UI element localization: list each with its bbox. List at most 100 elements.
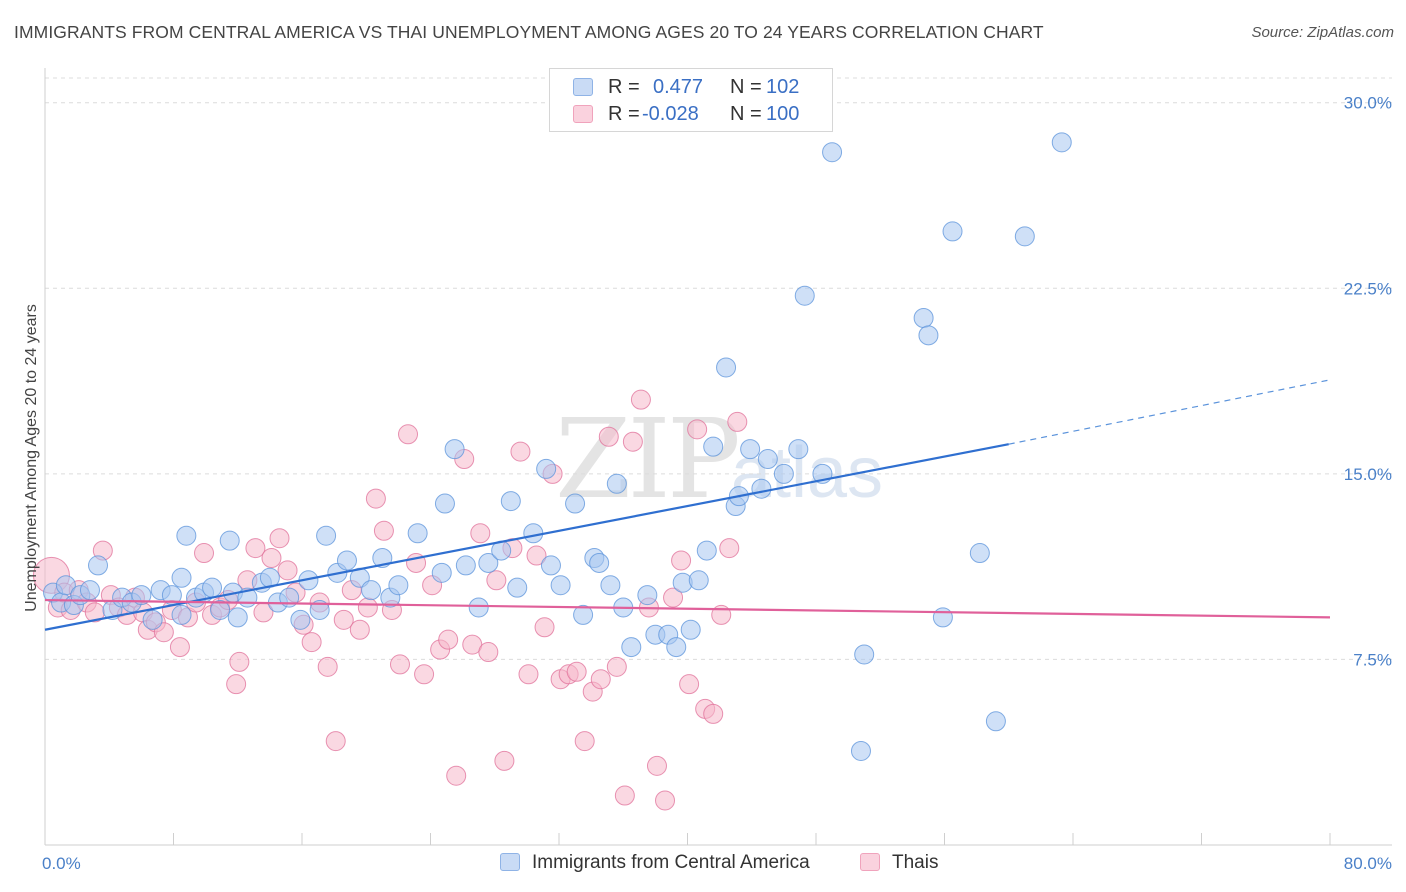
- central-america-points: [43, 132, 1072, 761]
- y-tick-label: 15.0%: [1344, 465, 1392, 484]
- thais-point: [703, 703, 724, 724]
- central-america-point: [407, 523, 428, 544]
- central-america-point: [621, 637, 642, 658]
- trend-line-central-america-extension: [1008, 379, 1331, 445]
- thais-point: [245, 538, 266, 559]
- trend-line-central-america: [44, 443, 1009, 631]
- legend-swatch-thais: [573, 105, 593, 123]
- central-america-point: [171, 604, 192, 625]
- thais-point: [614, 785, 635, 806]
- bottom-legend-swatch-thais: [860, 853, 880, 871]
- central-america-point: [455, 555, 476, 576]
- central-america-point: [316, 525, 337, 546]
- central-america-point: [468, 597, 489, 618]
- central-america-point: [773, 463, 794, 484]
- legend-r-value-thais: -0.028: [642, 103, 699, 125]
- thais-point: [687, 419, 708, 440]
- central-america-point: [550, 575, 571, 596]
- y-tick-labels: 7.5% 15.0% 22.5% 30.0%: [1344, 94, 1392, 670]
- central-america-point: [309, 599, 330, 620]
- thais-point: [349, 619, 370, 640]
- thais-point: [153, 622, 174, 643]
- central-america-point: [434, 493, 455, 514]
- central-america-point: [1051, 132, 1072, 153]
- central-america-point: [361, 580, 382, 601]
- thais-point: [333, 609, 354, 630]
- thais-point: [679, 674, 700, 695]
- y-tick-label: 7.5%: [1353, 650, 1392, 669]
- thais-point: [663, 587, 684, 608]
- thais-point: [646, 755, 667, 776]
- axes: [44, 68, 1392, 846]
- legend-n-value-thais: 100: [766, 103, 800, 125]
- central-america-point: [88, 555, 109, 576]
- central-america-point: [751, 478, 772, 499]
- bottom-legend-label-central-america: Immigrants from Central America: [532, 852, 810, 873]
- y-tick-label: 30.0%: [1344, 94, 1392, 113]
- legend-r-label: R =: [608, 103, 640, 125]
- thais-point: [566, 661, 587, 682]
- thais-point: [486, 570, 507, 591]
- thais-point: [622, 431, 643, 452]
- thais-point: [494, 750, 515, 771]
- central-america-point: [176, 525, 197, 546]
- legend-r-label: R =: [608, 76, 640, 98]
- thais-point: [446, 765, 467, 786]
- legend-n-label: N =: [730, 76, 762, 98]
- thais-point: [606, 656, 627, 677]
- central-america-point: [444, 439, 465, 460]
- central-america-point: [219, 530, 240, 551]
- central-america-point: [740, 439, 761, 460]
- central-america-point: [794, 285, 815, 306]
- bottom-legend-label-thais: Thais: [892, 852, 939, 873]
- central-america-point: [507, 577, 528, 598]
- thais-point: [325, 731, 346, 752]
- central-america-point: [131, 585, 152, 606]
- thais-point: [470, 523, 491, 544]
- central-america-point: [142, 609, 163, 630]
- central-america-point: [171, 567, 192, 588]
- thais-point: [630, 389, 651, 410]
- x-tick-marks: [44, 833, 1331, 845]
- thais-point: [277, 560, 298, 581]
- central-america-point: [969, 543, 990, 564]
- y-axis-label: Unemployment Among Ages 20 to 24 years: [23, 304, 40, 612]
- central-america-point: [431, 562, 452, 583]
- central-america-point: [703, 436, 724, 457]
- central-america-point: [688, 570, 709, 591]
- central-america-point: [932, 607, 953, 628]
- bottom-legend-thais: Thais: [860, 852, 938, 874]
- central-america-point: [372, 547, 393, 568]
- thais-point: [357, 597, 378, 618]
- chart-title: IMMIGRANTS FROM CENTRAL AMERICA VS THAI …: [14, 22, 1044, 42]
- central-america-point: [573, 604, 594, 625]
- central-america-point: [290, 609, 311, 630]
- central-america-point: [913, 307, 934, 328]
- source-label: Source: ZipAtlas.com: [1251, 24, 1394, 41]
- central-america-point: [388, 575, 409, 596]
- central-america-point: [788, 439, 809, 460]
- central-america-point: [478, 552, 499, 573]
- central-america-point: [757, 449, 778, 470]
- central-america-point: [666, 637, 687, 658]
- thais-point: [194, 543, 215, 564]
- legend-swatch-central-america: [573, 78, 593, 96]
- x-tick-label-max: 80.0%: [1344, 854, 1392, 873]
- central-america-point: [942, 221, 963, 242]
- thais-point: [414, 664, 435, 685]
- thais-point: [169, 637, 190, 658]
- thais-point: [365, 488, 386, 509]
- central-america-point: [500, 491, 521, 512]
- thais-point: [438, 629, 459, 650]
- central-america-point: [336, 550, 357, 571]
- thais-point: [229, 651, 250, 672]
- correlation-legend: R = 0.477 N = 102 R = -0.028 N = 100: [549, 68, 833, 132]
- central-america-point: [680, 619, 701, 640]
- central-america-point: [540, 555, 561, 576]
- thais-point: [226, 674, 247, 695]
- central-america-point: [850, 740, 871, 761]
- central-america-point: [227, 607, 248, 628]
- thais-point: [261, 547, 282, 568]
- central-america-point: [1014, 226, 1035, 247]
- thais-point: [510, 441, 531, 462]
